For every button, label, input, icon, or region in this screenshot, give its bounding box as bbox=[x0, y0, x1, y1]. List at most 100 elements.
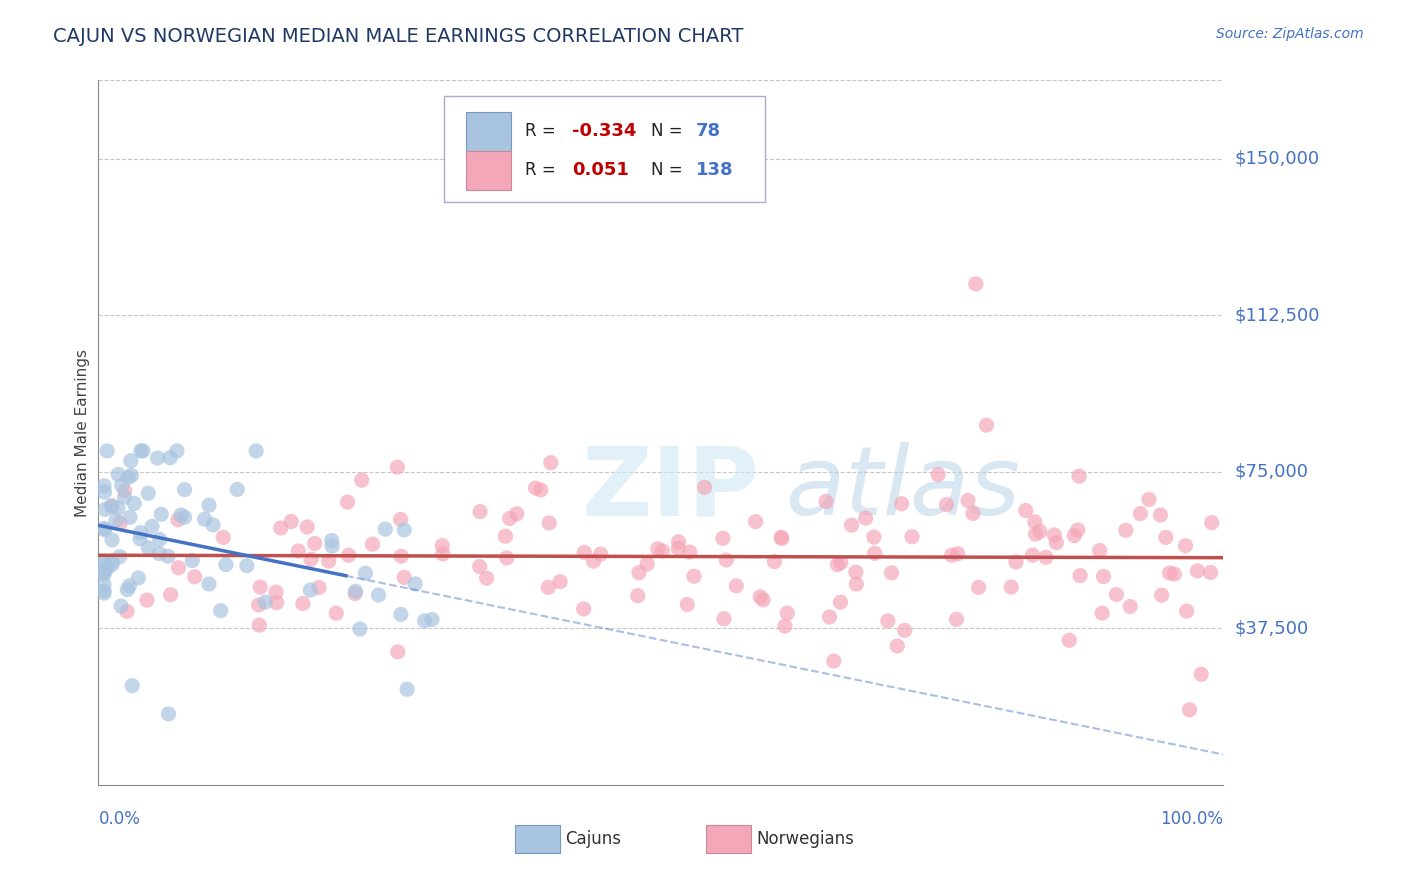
Point bbox=[266, 596, 288, 610]
Point bbox=[110, 478, 132, 492]
FancyBboxPatch shape bbox=[467, 112, 512, 151]
Point bbox=[1092, 569, 1115, 583]
Point bbox=[823, 654, 845, 668]
Point bbox=[93, 557, 115, 571]
Point bbox=[93, 577, 115, 591]
Point bbox=[287, 544, 309, 558]
Point bbox=[107, 467, 129, 482]
Point bbox=[827, 558, 849, 572]
Point bbox=[387, 645, 409, 659]
FancyBboxPatch shape bbox=[706, 825, 751, 854]
Point bbox=[149, 533, 172, 547]
Point bbox=[198, 498, 221, 512]
Point bbox=[1137, 492, 1160, 507]
Point bbox=[295, 520, 318, 534]
Point bbox=[967, 580, 990, 594]
Y-axis label: Median Male Earnings: Median Male Earnings bbox=[75, 349, 90, 516]
Point bbox=[226, 483, 249, 497]
Point bbox=[1201, 516, 1223, 530]
Point bbox=[886, 639, 908, 653]
Point bbox=[308, 581, 330, 595]
Point bbox=[927, 467, 949, 482]
FancyBboxPatch shape bbox=[515, 825, 560, 854]
Point bbox=[1189, 667, 1212, 681]
Point bbox=[181, 553, 204, 567]
Point bbox=[432, 547, 454, 561]
Point bbox=[1000, 580, 1022, 594]
Point bbox=[962, 507, 984, 521]
Point bbox=[264, 585, 287, 599]
Point bbox=[389, 607, 412, 622]
Point bbox=[129, 525, 152, 540]
Point bbox=[1024, 515, 1046, 529]
Point bbox=[118, 510, 141, 524]
Point bbox=[392, 523, 415, 537]
Point bbox=[574, 545, 596, 559]
Point bbox=[117, 582, 139, 597]
Point bbox=[1175, 604, 1198, 618]
Point bbox=[693, 480, 716, 494]
Point bbox=[344, 586, 367, 600]
Point bbox=[538, 516, 561, 530]
Point bbox=[1045, 535, 1067, 549]
Point bbox=[530, 483, 553, 497]
Text: 78: 78 bbox=[696, 122, 721, 140]
Point bbox=[93, 485, 115, 500]
Point bbox=[157, 706, 180, 721]
Point bbox=[167, 513, 190, 527]
Point bbox=[93, 565, 115, 579]
Text: Source: ZipAtlas.com: Source: ZipAtlas.com bbox=[1216, 27, 1364, 41]
Point bbox=[713, 612, 735, 626]
Point bbox=[350, 473, 373, 487]
Point bbox=[337, 549, 360, 563]
Point bbox=[946, 547, 969, 561]
Point bbox=[845, 565, 868, 579]
Point bbox=[495, 550, 517, 565]
Point bbox=[1091, 606, 1114, 620]
Point bbox=[1163, 567, 1185, 582]
Point bbox=[776, 606, 799, 620]
Point bbox=[354, 566, 377, 581]
Text: $75,000: $75,000 bbox=[1234, 463, 1309, 481]
Point bbox=[349, 622, 371, 636]
Point bbox=[818, 610, 841, 624]
Point bbox=[291, 597, 314, 611]
Point bbox=[1174, 539, 1197, 553]
Point bbox=[236, 558, 259, 573]
Point bbox=[1088, 543, 1111, 558]
Text: R =: R = bbox=[524, 122, 561, 140]
Text: $37,500: $37,500 bbox=[1234, 619, 1309, 638]
Point bbox=[1059, 633, 1081, 648]
Text: 100.0%: 100.0% bbox=[1160, 810, 1223, 828]
Point bbox=[711, 531, 734, 545]
Point bbox=[1187, 564, 1209, 578]
Point bbox=[101, 558, 124, 572]
Text: $150,000: $150,000 bbox=[1234, 150, 1319, 168]
Text: -0.334: -0.334 bbox=[572, 122, 637, 140]
Point bbox=[773, 619, 796, 633]
Point bbox=[93, 567, 115, 582]
Point bbox=[209, 604, 232, 618]
Point bbox=[1115, 523, 1137, 537]
Point bbox=[93, 555, 115, 569]
Point bbox=[159, 588, 181, 602]
Point bbox=[524, 481, 547, 495]
Point bbox=[636, 557, 658, 571]
Point bbox=[138, 541, 160, 555]
Point bbox=[118, 579, 141, 593]
Point bbox=[676, 598, 699, 612]
Point bbox=[325, 606, 347, 620]
Point bbox=[1043, 528, 1066, 542]
Point bbox=[167, 560, 190, 574]
Point bbox=[572, 602, 595, 616]
Point bbox=[387, 460, 409, 475]
Point bbox=[129, 443, 152, 458]
Point bbox=[249, 580, 271, 594]
Point bbox=[321, 539, 343, 553]
Point bbox=[1150, 588, 1173, 602]
Point bbox=[830, 556, 852, 570]
Point bbox=[166, 443, 188, 458]
Point bbox=[318, 554, 340, 568]
Point bbox=[94, 502, 117, 516]
Text: Norwegians: Norwegians bbox=[756, 830, 855, 848]
